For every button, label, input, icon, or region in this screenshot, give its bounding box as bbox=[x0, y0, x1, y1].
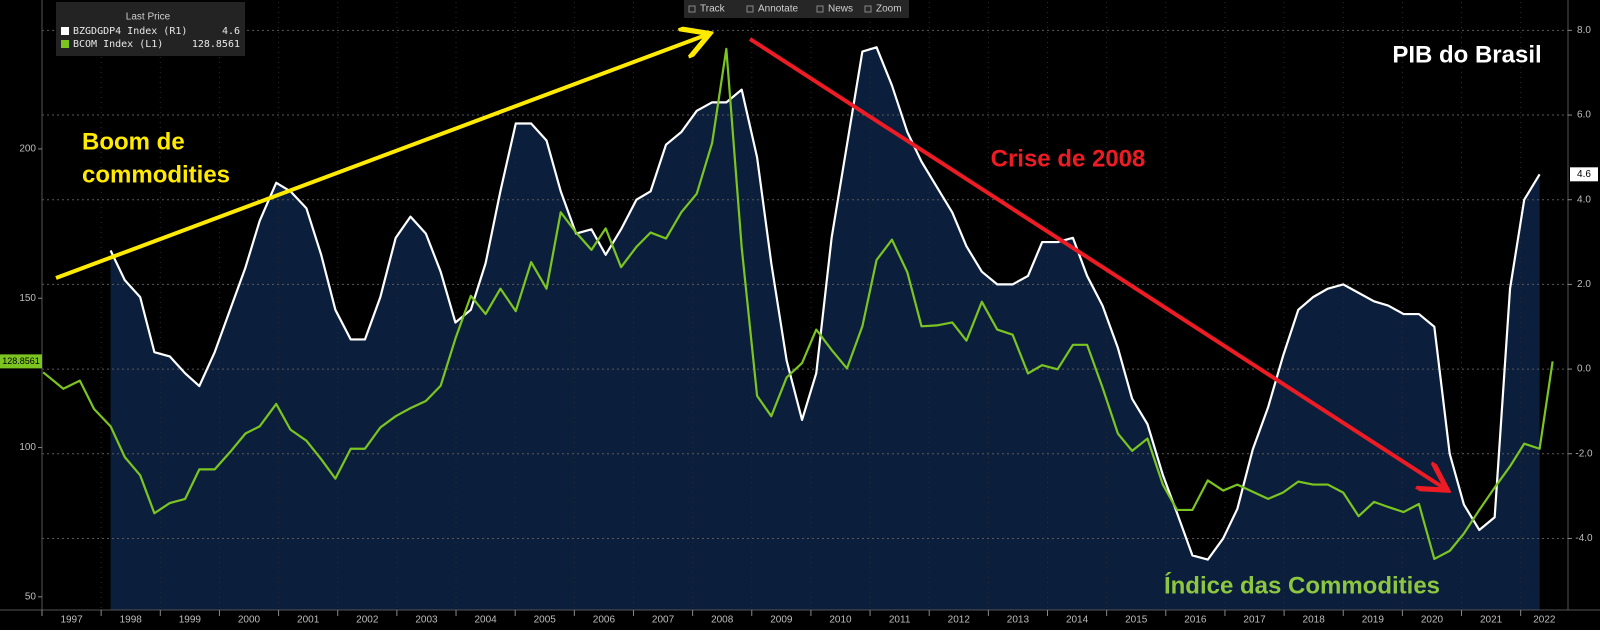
x-tick-label: 2008 bbox=[711, 615, 734, 626]
y-tick-label: 200 bbox=[19, 144, 36, 155]
x-tick-label: 2019 bbox=[1362, 615, 1385, 626]
y-tick-label: 50 bbox=[25, 592, 37, 603]
x-tick-label: 2003 bbox=[415, 615, 438, 626]
last-value-label: 4.6 bbox=[1577, 169, 1591, 180]
x-tick-label: 2011 bbox=[889, 615, 911, 626]
x-tick-label: 2016 bbox=[1184, 615, 1207, 626]
x-tick-label: 2012 bbox=[948, 615, 971, 626]
annotations: Boom de commodities Crise de 2008 Índice… bbox=[55, 35, 1542, 599]
chart-title: PIB do Brasil bbox=[1392, 41, 1541, 68]
toolbar-button[interactable]: Zoom bbox=[876, 4, 902, 15]
x-tick-label: 2010 bbox=[829, 615, 852, 626]
x-tick-label: 1998 bbox=[120, 615, 143, 626]
legend-label: BCOM Index (L1) bbox=[73, 39, 163, 50]
annotation: Boom de bbox=[82, 128, 185, 155]
last-value-label: 128.8561 bbox=[2, 356, 40, 366]
last-value-flag bbox=[0, 354, 42, 369]
series-line bbox=[109, 46, 1541, 561]
x-tick-label: 2013 bbox=[1007, 615, 1030, 626]
y2-tick-label: 6.0 bbox=[1577, 110, 1591, 121]
toolbar-icon bbox=[688, 5, 696, 13]
annotation: Índice das Commodities bbox=[1164, 571, 1440, 599]
area bbox=[110, 47, 1540, 611]
x-tick-label: 2020 bbox=[1421, 615, 1444, 626]
y-tick-label: 100 bbox=[19, 442, 36, 453]
legend-swatch bbox=[61, 40, 69, 48]
y2-tick-label: -4.0 bbox=[1575, 533, 1593, 544]
x-tick-label: 2006 bbox=[593, 615, 616, 626]
toolbar: Track Annotate News Zoom bbox=[684, 0, 909, 18]
x-tick-label: 2000 bbox=[238, 615, 261, 626]
legend-box bbox=[56, 2, 245, 56]
x-tick-label: 2005 bbox=[534, 615, 557, 626]
x-tick-label: 1999 bbox=[179, 615, 202, 626]
legend-value: 4.6 bbox=[222, 26, 240, 37]
toolbar-icon bbox=[816, 5, 824, 13]
y2-tick-label: 4.0 bbox=[1577, 194, 1591, 205]
x-tick-label: 2015 bbox=[1125, 615, 1148, 626]
x-tick-label: 2021 bbox=[1480, 615, 1503, 626]
x-tick-label: 2001 bbox=[297, 615, 320, 626]
x-tick-label: 1997 bbox=[60, 615, 83, 626]
y2-tick-label: 8.0 bbox=[1577, 25, 1591, 36]
y2-tick-label: 2.0 bbox=[1577, 279, 1591, 290]
legend-title: Last Price bbox=[126, 12, 171, 23]
last-value-flag bbox=[1570, 167, 1598, 182]
x-tick-label: 2022 bbox=[1533, 615, 1556, 626]
y-tick-label: 150 bbox=[19, 293, 36, 304]
legend-swatch bbox=[61, 27, 69, 35]
x-tick-label: 2017 bbox=[1243, 615, 1266, 626]
toolbar-icon bbox=[746, 5, 754, 13]
y2-tick-label: 0.0 bbox=[1577, 364, 1591, 375]
toolbar-button[interactable]: Track bbox=[700, 4, 726, 15]
toolbar-bg bbox=[684, 0, 909, 18]
boom-arrow bbox=[55, 35, 706, 280]
crisis-arrow bbox=[748, 37, 1444, 488]
x-tick-label: 2004 bbox=[474, 615, 497, 626]
series-line bbox=[42, 47, 1554, 561]
annotation: commodities bbox=[82, 161, 230, 188]
x-tick-label: 2007 bbox=[652, 615, 675, 626]
toolbar-button[interactable]: News bbox=[828, 4, 853, 15]
toolbar-icon bbox=[864, 5, 872, 13]
y2-tick-label: -2.0 bbox=[1575, 448, 1593, 459]
legend-value: 128.8561 bbox=[192, 39, 240, 50]
annotation: Crise de 2008 bbox=[991, 145, 1146, 172]
x-tick-label: 2018 bbox=[1303, 615, 1326, 626]
x-tick-label: 2002 bbox=[356, 615, 379, 626]
x-tick-label: 2009 bbox=[770, 615, 793, 626]
toolbar-button[interactable]: Annotate bbox=[758, 4, 798, 15]
legend-label: BZGDGDP4 Index (R1) bbox=[73, 26, 187, 37]
legend: Last Price BZGDGDP4 Index (R1) 4.6 BCOM In… bbox=[56, 2, 245, 56]
plot-area bbox=[41, 2, 1568, 611]
x-tick-label: 2014 bbox=[1066, 615, 1089, 626]
